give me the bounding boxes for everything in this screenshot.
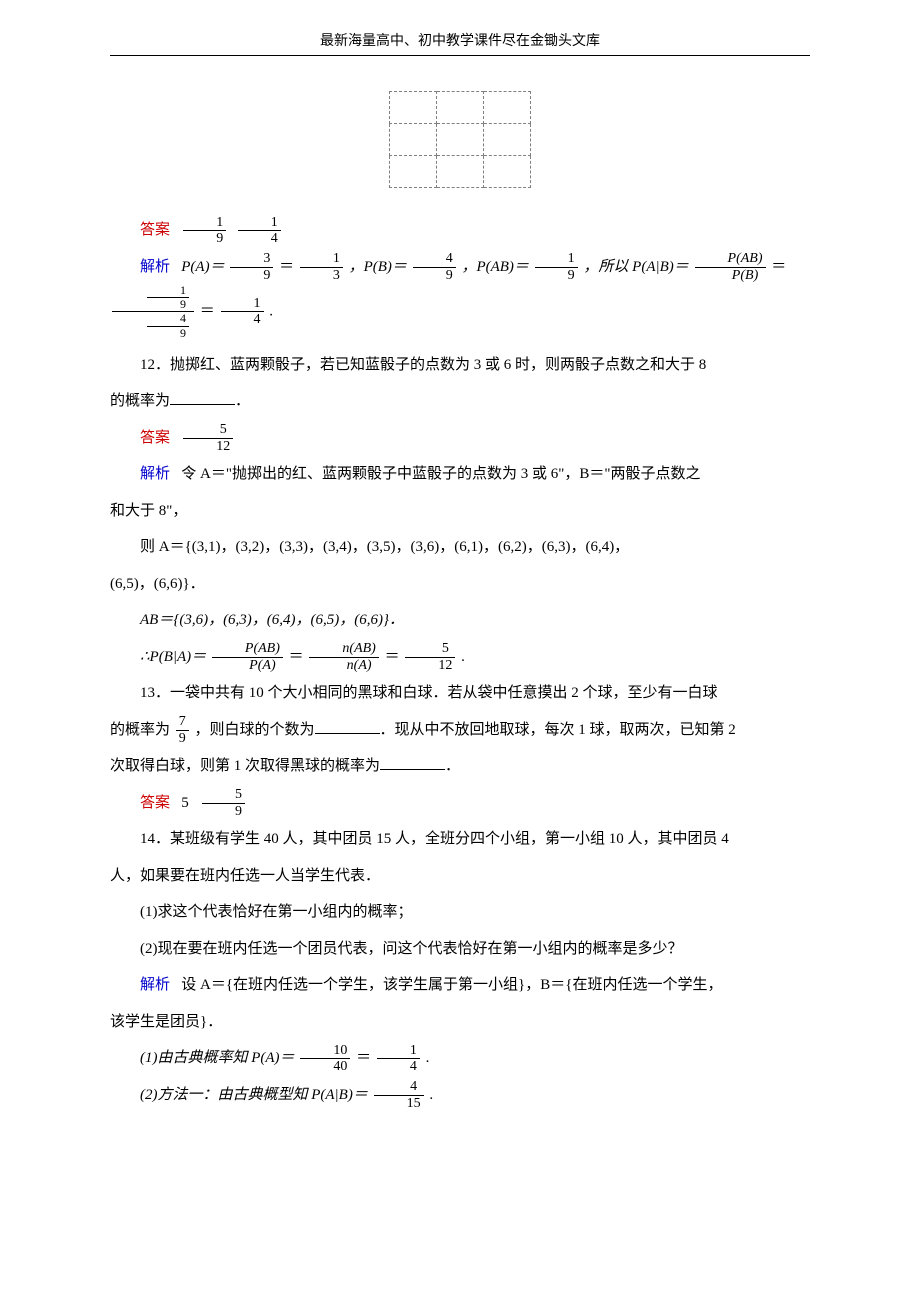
p12-question: 12．抛掷红、蓝两颗骰子，若已知蓝骰子的点数为 3 或 6 时，则两骰子点数之和… [110,348,810,383]
formula-prefix: ∴P(B|A)＝ [140,649,206,665]
p13-answer: 答案 5 59 [110,786,810,821]
p14-result1: (1)由古典概率知 P(A)＝ 1040 ＝ 14 . [110,1041,810,1076]
p12-formula: ∴P(B|A)＝ P(AB)P(A) ＝ n(AB)n(A) ＝ 512 . [110,640,810,675]
blank-field [315,719,380,734]
fraction: 14 [238,215,281,247]
p12-analysis-1-cont: 和大于 8"， [110,494,810,529]
p14-analysis: 解析 设 A＝{在班内任选一个学生，该学生属于第一小组}，B＝{在班内任选一个学… [110,968,810,1003]
answer-value: 5 [181,795,189,811]
fraction: P(AB)P(B) [695,251,766,283]
eq: ＝ [289,649,304,665]
period: . [461,649,465,665]
fraction: 512 [183,422,233,454]
p12-set-A-2: (6,5)，(6,6)}． [110,567,810,602]
answer-label: 答案 [140,795,170,811]
period: . [426,1050,430,1066]
p12-answer: 答案 512 [110,421,810,456]
p12-analysis-1: 解析 令 A＝"抛掷出的红、蓝两颗骰子中蓝骰子的点数为 3 或 6"，B＝"两骰… [110,457,810,492]
fraction: 415 [374,1079,424,1111]
analysis-label: 解析 [140,466,170,482]
p13-q1: 13．一袋中共有 10 个大小相同的黑球和白球．若从袋中任意摸出 2 个球，至少… [110,676,810,711]
nested-fraction: 19 49 [112,284,194,340]
fraction: 19 [183,215,226,247]
blank-field [380,755,445,770]
fraction: 79 [176,714,189,746]
fraction: 13 [300,251,343,283]
math-text: ，所以 P(A|B)＝ [583,259,688,275]
eq: ＝ [200,303,215,319]
fraction: P(AB)P(A) [212,641,283,673]
math-text: P(A)＝ [181,259,224,275]
blank-field [170,390,235,405]
answer-label: 答案 [140,430,170,446]
eq: ＝ [356,1050,371,1066]
p13-q2: 的概率为 79 ，则白球的个数为．现从中不放回地取球，每次 1 球，取两次，已知… [110,713,810,748]
p14-analysis-cont: 该学生是团员}． [110,1005,810,1040]
fraction: n(AB)n(A) [309,641,378,673]
fraction: 49 [413,251,456,283]
p14-q2: 人，如果要在班内任选一人当学生代表． [110,859,810,894]
dashed-grid [389,91,531,188]
p12-set-A-1: 则 A＝{(3,1)，(3,2)，(3,3)，(3,4)，(3,5)，(3,6)… [110,530,810,565]
analysis-label: 解析 [140,259,170,275]
p14-result2: (2)方法一：由古典概型知 P(A|B)＝ 415 . [110,1078,810,1113]
grid-figure [110,91,810,188]
p12-set-AB: AB＝{(3,6)，(6,3)，(6,4)，(6,5)，(6,6)}． [110,603,810,638]
fraction: 59 [202,787,245,819]
fraction: 14 [221,296,264,328]
period: . [269,303,273,319]
eq: ＝ [771,259,786,275]
p11-analysis-line: 解析 P(A)＝ 39 ＝ 13 ，P(B)＝ 49 ，P(AB)＝ 19 ，所… [110,250,810,340]
fraction: 1040 [300,1043,350,1075]
fraction: 14 [377,1043,420,1075]
fraction: 512 [405,641,455,673]
p12-question-cont: 的概率为． [110,384,810,419]
analysis-label: 解析 [140,977,170,993]
p14-sub2: (2)现在要在班内任选一个团员代表，问这个代表恰好在第一小组内的概率是多少？ [110,932,810,967]
eq: ＝ [385,649,400,665]
p14-q1: 14．某班级有学生 40 人，其中团员 15 人，全班分四个小组，第一小组 10… [110,822,810,857]
fraction: 19 [535,251,578,283]
period: . [429,1087,433,1103]
fraction: 39 [230,251,273,283]
math-text: ，P(AB)＝ [461,259,528,275]
p13-q3: 次取得白球，则第 1 次取得黑球的概率为． [110,749,810,784]
math-text: ，P(B)＝ [349,259,407,275]
p14-sub1: (1)求这个代表恰好在第一小组内的概率； [110,895,810,930]
p11-answer-line: 答案 19 14 [110,213,810,248]
page-header: 最新海量高中、初中教学课件尽在金锄头文库 [110,30,810,56]
answer-label: 答案 [140,222,170,238]
eq: ＝ [279,259,294,275]
